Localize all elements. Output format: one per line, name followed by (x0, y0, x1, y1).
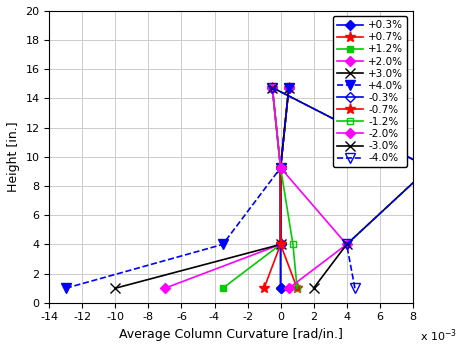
-2.0% (277, 166, 283, 170)
Line: -2.0%: -2.0% (268, 84, 350, 292)
-1.2% (277, 166, 283, 170)
+3.0% (285, 86, 291, 90)
-1.2% (289, 242, 295, 246)
-3.0% (425, 166, 431, 170)
-2.0% (269, 86, 275, 90)
+3.0% (277, 242, 283, 246)
-4.0% (351, 286, 357, 290)
-0.7% (277, 242, 283, 246)
Line: +4.0%: +4.0% (61, 83, 293, 293)
+2.0% (162, 286, 168, 290)
+2.0% (285, 86, 291, 90)
Text: x 10$^{-3}$: x 10$^{-3}$ (419, 327, 456, 344)
Y-axis label: Height [in.]: Height [in.] (7, 121, 20, 192)
+1.2% (277, 242, 283, 246)
Line: +1.2%: +1.2% (219, 84, 292, 292)
+1.2% (277, 166, 283, 170)
-0.7% (294, 286, 299, 290)
+0.3% (277, 166, 283, 170)
-4.0% (269, 86, 275, 90)
-2.0% (285, 286, 291, 290)
-4.0% (343, 242, 349, 246)
+2.0% (277, 242, 283, 246)
X-axis label: Average Column Curvature [rad/in.]: Average Column Curvature [rad/in.] (119, 328, 342, 341)
-1.2% (269, 86, 275, 90)
+0.3% (277, 242, 283, 246)
Line: +0.7%: +0.7% (258, 82, 294, 294)
Line: +2.0%: +2.0% (161, 84, 292, 292)
-0.7% (277, 166, 283, 170)
+0.3% (277, 286, 283, 290)
+0.7% (261, 286, 266, 290)
-3.0% (310, 286, 316, 290)
-0.3% (277, 242, 283, 246)
+4.0% (277, 166, 283, 170)
+3.0% (113, 286, 118, 290)
Line: -0.3%: -0.3% (268, 84, 283, 292)
-4.0% (425, 166, 431, 170)
-1.2% (294, 286, 299, 290)
-0.7% (269, 86, 275, 90)
-2.0% (343, 242, 349, 246)
-3.0% (343, 242, 349, 246)
-0.3% (277, 166, 283, 170)
Legend: +0.3%, +0.7%, +1.2%, +2.0%, +3.0%, +4.0%, -0.3%, -0.7%, -1.2%, -2.0%, -3.0%, -4.: +0.3%, +0.7%, +1.2%, +2.0%, +3.0%, +4.0%… (332, 16, 407, 167)
+4.0% (285, 86, 291, 90)
-0.3% (277, 286, 283, 290)
Line: -1.2%: -1.2% (268, 84, 300, 292)
+0.7% (285, 86, 291, 90)
-0.3% (269, 86, 275, 90)
+1.2% (285, 86, 291, 90)
Line: +0.3%: +0.3% (276, 84, 292, 292)
Line: -4.0%: -4.0% (267, 83, 433, 293)
-3.0% (269, 86, 275, 90)
Line: +3.0%: +3.0% (110, 83, 293, 293)
+2.0% (277, 166, 283, 170)
+0.7% (277, 242, 283, 246)
+0.3% (285, 86, 291, 90)
+4.0% (219, 242, 225, 246)
+3.0% (277, 166, 283, 170)
+0.7% (277, 166, 283, 170)
+4.0% (63, 286, 69, 290)
Line: -0.7%: -0.7% (266, 82, 302, 294)
+1.2% (219, 286, 225, 290)
Line: -3.0%: -3.0% (267, 83, 433, 293)
